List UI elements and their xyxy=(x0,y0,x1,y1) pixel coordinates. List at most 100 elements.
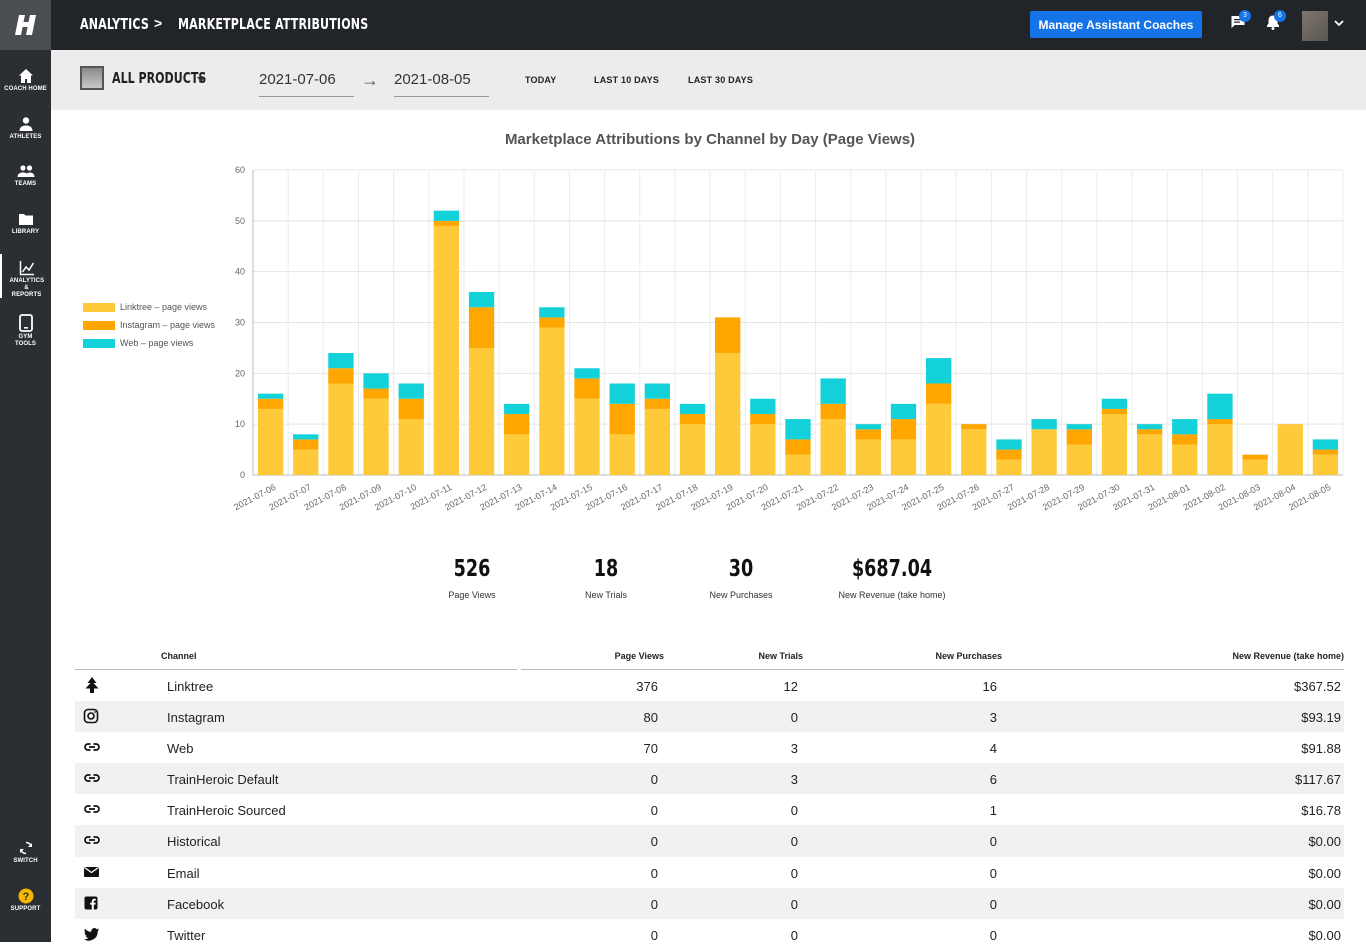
header-new-trials[interactable]: New Trials xyxy=(758,651,803,661)
nav-switch[interactable]: Switch xyxy=(0,834,51,880)
bar-segment xyxy=(468,347,495,475)
bar-segment xyxy=(1277,424,1303,475)
cell-new-purchases: 16 xyxy=(982,679,997,694)
bar-segment xyxy=(574,378,600,399)
cell-channel: Twitter xyxy=(167,927,206,943)
nav-support[interactable]: ? Support xyxy=(0,882,51,928)
cell-channel: TrainHeroic Sourced xyxy=(167,803,286,819)
cell-page-views: 0 xyxy=(650,803,658,819)
table-row[interactable]: Historical 0 0 0 $0.00 xyxy=(75,825,1344,857)
bar-segment xyxy=(679,424,706,475)
bar-segment xyxy=(539,327,565,475)
stat-label: New Trials xyxy=(584,590,627,600)
nav-athletes[interactable]: Athletes xyxy=(0,110,51,156)
legend-item-web[interactable]: Web – page views xyxy=(83,334,215,352)
cell-channel: Linktree xyxy=(167,679,214,694)
caret-down-icon[interactable] xyxy=(197,77,205,82)
cell-page-views: 70 xyxy=(643,741,658,757)
bar-segment xyxy=(820,403,846,420)
header-new-revenue[interactable]: New Revenue (take home) xyxy=(1232,651,1344,661)
bar-segment xyxy=(890,403,917,420)
y-tick-label: 0 xyxy=(240,470,245,480)
table-row[interactable]: TrainHeroic Default 0 3 6 $117.67 xyxy=(75,763,1344,795)
bar-segment xyxy=(468,307,495,348)
cell-page-views: 0 xyxy=(650,834,658,850)
header-new-purchases[interactable]: New Purchases xyxy=(935,651,1002,661)
nav-gym-tools[interactable]: Gym Tools xyxy=(0,308,51,354)
bar-segment xyxy=(820,378,846,404)
nav-label: Athletes xyxy=(9,134,42,140)
bar-segment xyxy=(504,434,530,475)
y-tick-label: 60 xyxy=(235,165,245,175)
table-row[interactable]: Instagram 80 0 3 $93.19 xyxy=(75,701,1344,733)
svg-text:?: ? xyxy=(22,891,29,903)
stat-value: 30 xyxy=(728,556,754,582)
cell-new-revenue: $16.78 xyxy=(1301,803,1341,819)
nav-label: Teams xyxy=(14,181,37,187)
last-10-days-button[interactable]: LAST 10 DAYS xyxy=(594,75,660,85)
bar-segment xyxy=(539,307,565,318)
nav-coach-home[interactable]: Coach Home xyxy=(0,62,51,108)
linktree-icon xyxy=(83,677,101,696)
cell-channel: TrainHeroic Default xyxy=(167,772,279,788)
cell-new-purchases: 1 xyxy=(989,803,997,819)
header-channel[interactable]: Channel xyxy=(161,651,197,661)
product-select[interactable]: ALL PRODUCTS xyxy=(112,69,207,87)
bar-segment xyxy=(433,220,460,226)
bar-segment xyxy=(1066,424,1092,430)
nav-library[interactable]: Library xyxy=(0,205,51,251)
end-date-input[interactable]: 2021-08-05 xyxy=(394,71,489,97)
bar-segment xyxy=(398,383,424,399)
cell-new-revenue: $93.19 xyxy=(1301,710,1341,726)
table-row[interactable]: Web 70 3 4 $91.88 xyxy=(75,732,1344,763)
manage-assistant-coaches-button[interactable]: Manage Assistant Coaches xyxy=(1030,11,1202,38)
cell-new-trials: 0 xyxy=(790,834,798,850)
nav-teams[interactable]: Teams xyxy=(0,157,51,203)
table-row[interactable]: Linktree 376 12 16 $367.52 xyxy=(75,670,1344,701)
avatar[interactable] xyxy=(1302,11,1328,41)
stat-new-revenue: $687.04 New Revenue (take home) xyxy=(812,556,972,600)
table-row[interactable]: Facebook 0 0 0 $0.00 xyxy=(75,887,1344,919)
legend-item-instagram[interactable]: Instagram – page views xyxy=(83,316,215,334)
table-row[interactable]: Twitter 0 0 0 $0.00 xyxy=(75,919,1344,950)
table-row[interactable]: TrainHeroic Sourced 0 0 1 $16.78 xyxy=(75,794,1344,825)
chevron-down-icon[interactable] xyxy=(1333,17,1345,29)
header-page-views[interactable]: Page Views xyxy=(614,651,664,661)
folder-icon xyxy=(18,214,33,225)
bar-segment xyxy=(855,439,881,475)
bar-segment xyxy=(1101,398,1128,409)
app-logo[interactable] xyxy=(0,0,51,50)
nav-analytics-reports[interactable]: Analytics & Reports xyxy=(0,254,51,298)
top-bar: ANALYTICS > MARKETPLACE ATTRIBUTIONS Man… xyxy=(51,0,1366,50)
nav-label: Analytics & Reports xyxy=(9,278,45,298)
bar-segment xyxy=(1031,429,1057,475)
table-header: Channel Page Views New Trials New Purcha… xyxy=(75,648,1344,670)
cell-page-views: 0 xyxy=(650,772,658,788)
bar-segment xyxy=(644,398,671,409)
bar-segment xyxy=(609,434,635,475)
bar-segment xyxy=(785,419,811,440)
bar-segment xyxy=(574,368,600,379)
tablet-icon xyxy=(18,314,33,332)
notifications-button[interactable]: 6 xyxy=(1265,10,1286,35)
bar-segment xyxy=(1066,444,1092,475)
bar-segment xyxy=(785,439,811,455)
legend-item-linktree[interactable]: Linktree – page views xyxy=(83,298,215,316)
legend-swatch xyxy=(83,302,115,312)
messages-button[interactable]: 3 xyxy=(1230,10,1251,35)
chart-legend: Linktree – page views Instagram – page v… xyxy=(83,298,215,352)
bar-segment xyxy=(1031,419,1057,430)
table-row[interactable]: Email 0 0 0 $0.00 xyxy=(75,857,1344,888)
bar-chart: 01020304050602021-07-062021-07-072021-07… xyxy=(232,165,1344,512)
filter-bar: ALL PRODUCTS 2021-07-06 → 2021-08-05 TOD… xyxy=(51,50,1366,110)
breadcrumb-root[interactable]: ANALYTICS xyxy=(80,15,149,33)
start-date-input[interactable]: 2021-07-06 xyxy=(259,71,354,97)
legend-label: Instagram – page views xyxy=(120,320,216,330)
bar-segment xyxy=(1066,429,1092,445)
cell-new-purchases: 6 xyxy=(989,772,997,788)
last-30-days-button[interactable]: LAST 30 DAYS xyxy=(688,75,754,85)
today-button[interactable]: TODAY xyxy=(525,75,557,85)
bar-segment xyxy=(996,449,1022,460)
bar-segment xyxy=(925,383,952,404)
stat-label: Page Views xyxy=(448,590,496,600)
